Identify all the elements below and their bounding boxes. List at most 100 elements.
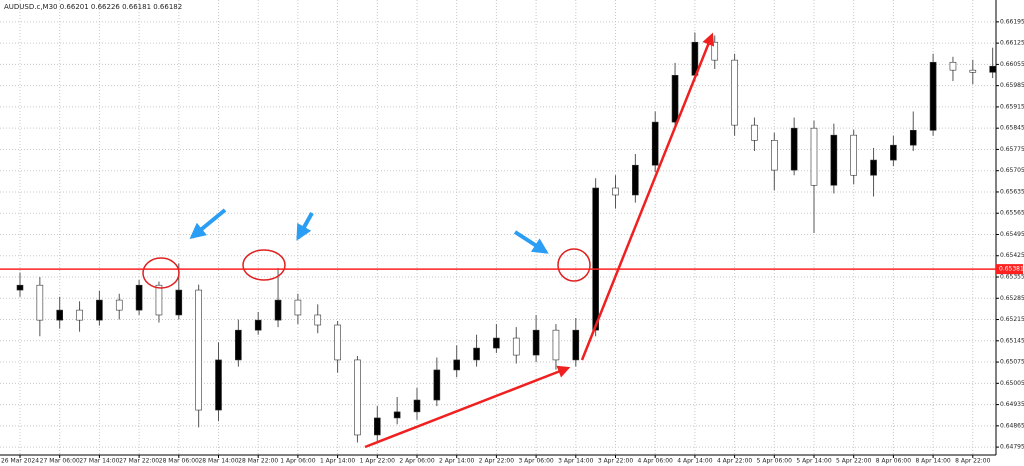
y-tick-label: 0.66055 — [1000, 61, 1024, 68]
candle-body — [195, 289, 202, 411]
x-tick-label: 27 Mar 22:00 — [119, 458, 159, 465]
candle-body — [989, 65, 996, 73]
candle-body — [790, 127, 798, 171]
price-label: 0.65381 — [999, 266, 1024, 273]
candle-body — [135, 284, 143, 311]
x-tick-label: 2 Apr 06:00 — [399, 458, 434, 465]
x-tick-label: 4 Apr 14:00 — [677, 458, 712, 465]
candle-body — [969, 69, 977, 73]
arrow — [513, 230, 549, 254]
x-tick-label: 1 Apr 22:00 — [360, 458, 395, 465]
x-tick-label: 3 Apr 06:00 — [518, 458, 553, 465]
candle-body — [314, 314, 322, 326]
candle-body — [175, 289, 183, 316]
y-tick-label: 0.64795 — [1000, 444, 1024, 451]
candle-body — [909, 130, 917, 146]
x-tick-label: 5 Apr 14:00 — [796, 458, 831, 465]
candle-body — [473, 347, 480, 361]
candle-body — [572, 329, 580, 361]
candle-body — [632, 164, 639, 196]
y-tick-label: 0.65915 — [1000, 103, 1024, 110]
y-tick-label: 0.65425 — [1000, 252, 1024, 259]
candle-body — [850, 134, 858, 176]
candle-body — [810, 127, 818, 186]
y-tick-label: 0.65985 — [1000, 82, 1024, 89]
y-tick-label: 0.66195 — [1000, 18, 1024, 25]
circle — [142, 257, 180, 289]
x-tick-label: 8 Apr 06:00 — [876, 458, 911, 465]
candle-body — [155, 284, 163, 316]
y-tick-label: 0.64935 — [1000, 401, 1024, 408]
candle-body — [949, 61, 957, 71]
candle-body — [76, 309, 83, 321]
candle-body — [373, 417, 381, 436]
y-tick-label: 0.65075 — [1000, 359, 1024, 366]
price-label-box — [996, 264, 1023, 275]
candle-body — [453, 359, 461, 371]
candle-body — [493, 337, 500, 349]
candle-body — [274, 299, 282, 321]
arrow — [364, 365, 571, 449]
arrow — [296, 212, 314, 241]
circle — [557, 248, 591, 282]
candle-body — [413, 399, 421, 413]
x-tick-label: 1 Apr 14:00 — [320, 458, 355, 465]
x-tick-label: 26 Mar 2024 — [1, 458, 39, 465]
candle-body — [830, 134, 838, 186]
candle-body — [354, 359, 361, 436]
y-tick-label: 0.64865 — [1000, 422, 1024, 429]
arrow — [580, 32, 715, 361]
candle-body — [115, 299, 123, 311]
candle-body — [870, 159, 877, 176]
x-tick-label: 8 Apr 22:00 — [955, 458, 990, 465]
candle-body — [433, 369, 441, 401]
candle-body — [36, 284, 44, 321]
arrow — [189, 208, 227, 240]
x-tick-label: 3 Apr 14:00 — [558, 458, 593, 465]
y-tick-label: 0.65495 — [1000, 231, 1024, 238]
x-tick-label: 8 Apr 14:00 — [915, 458, 950, 465]
circle — [242, 249, 286, 281]
x-tick-label: 4 Apr 06:00 — [638, 458, 673, 465]
x-tick-label: 28 Mar 14:00 — [198, 458, 238, 465]
x-tick-label: 2 Apr 22:00 — [479, 458, 514, 465]
candle-body — [552, 329, 560, 361]
x-tick-label: 5 Apr 22:00 — [836, 458, 871, 465]
candle-body — [532, 329, 540, 356]
candle-body — [393, 411, 401, 419]
candle-body — [512, 337, 520, 356]
y-tick-label: 0.65005 — [1000, 380, 1024, 387]
candle-body — [254, 319, 262, 331]
x-tick-label: 27 Mar 06:00 — [40, 458, 80, 465]
candle-body — [751, 124, 758, 141]
x-tick-label: 28 Mar 22:00 — [238, 458, 278, 465]
y-tick-label: 0.66125 — [1000, 40, 1024, 47]
candle-body — [890, 144, 897, 161]
candle-body — [671, 75, 679, 123]
y-tick-label: 0.65845 — [1000, 125, 1024, 132]
y-tick-label: 0.65705 — [1000, 167, 1024, 174]
chart-title: AUDUSD.c,M30 0.66201 0.66226 0.66181 0.6… — [4, 3, 182, 11]
y-tick-label: 0.65215 — [1000, 316, 1024, 323]
candle-body — [56, 309, 64, 321]
x-tick-label: 28 Mar 06:00 — [159, 458, 199, 465]
candle-body — [96, 299, 103, 321]
candle-body — [612, 187, 619, 196]
y-tick-label: 0.65635 — [1000, 188, 1024, 195]
y-tick-label: 0.65565 — [1000, 210, 1024, 217]
y-tick-label: 0.65775 — [1000, 146, 1024, 153]
candle-body — [294, 299, 302, 316]
candle-body — [651, 121, 659, 166]
candle-body — [929, 61, 937, 131]
candle-body — [334, 324, 341, 361]
x-tick-label: 2 Apr 14:00 — [439, 458, 474, 465]
x-tick-label: 27 Mar 14:00 — [79, 458, 119, 465]
x-tick-label: 3 Apr 22:00 — [598, 458, 633, 465]
y-tick-label: 0.65145 — [1000, 337, 1024, 344]
x-tick-label: 4 Apr 22:00 — [717, 458, 752, 465]
annotations — [142, 32, 715, 449]
candle-body — [16, 284, 24, 291]
candle-body — [215, 359, 222, 411]
